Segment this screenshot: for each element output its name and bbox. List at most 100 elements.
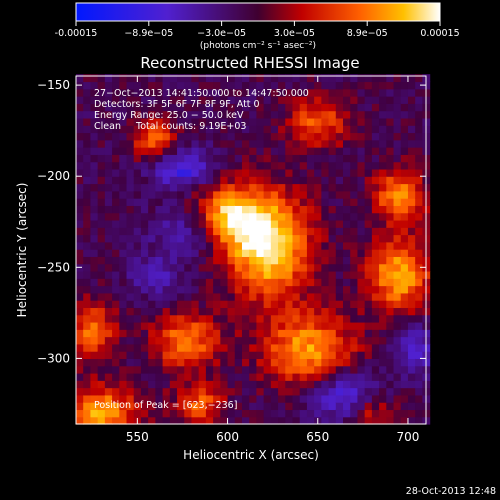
heatmap-cell [90,241,99,250]
heatmap-cell [415,88,423,97]
heatmap-cell [83,147,92,155]
heatmap-cell [205,387,214,396]
heatmap-cell [328,74,337,83]
heatmap-cell [227,190,236,199]
heatmap-cell [263,358,272,367]
heatmap-cell [184,256,193,265]
heatmap-cell [191,329,200,338]
heatmap-cell [177,183,185,192]
heatmap-cell [350,409,359,418]
heatmap-cell [321,154,330,163]
heatmap-cell [270,147,279,155]
heatmap-cell [169,270,178,279]
heatmap-cell [90,154,99,163]
heatmap-cell [357,249,366,257]
heatmap-cell [198,278,207,287]
heatmap-cell [148,96,156,104]
heatmap-cell [119,227,128,236]
heatmap-cell [306,219,315,228]
heatmap-cell [76,314,84,323]
heatmap-cell [343,139,351,148]
heatmap-cell [343,300,351,308]
heatmap-cell [148,205,156,214]
heatmap-cell [299,205,308,214]
heatmap-cell [263,351,272,360]
heatmap-cell [162,256,171,265]
heatmap-cell [314,212,322,221]
heatmap-cell [393,329,402,338]
heatmap-cell [371,212,380,221]
heatmap-cell [241,365,250,374]
heatmap-cell [270,292,279,301]
heatmap-cell [198,409,207,418]
heatmap-cell [314,270,322,279]
heatmap-cell [285,103,294,112]
heatmap-cell [350,103,359,112]
heatmap-cell [234,88,243,97]
heatmap-cell [306,263,315,272]
heatmap-cell [83,256,92,265]
heatmap-cell [83,402,92,411]
heatmap-cell [169,139,178,148]
heatmap-cell [256,278,265,287]
heatmap-cell [299,249,308,257]
heatmap-cell [350,183,359,192]
heatmap-cell [112,205,120,214]
heatmap-cell [350,270,359,279]
heatmap-cell [400,234,409,243]
heatmap-cell [292,387,301,396]
heatmap-cell [278,96,286,104]
heatmap-cell [285,147,294,155]
heatmap-cell [278,176,286,185]
heatmap-cell [83,314,92,323]
heatmap-cell [191,285,200,294]
heatmap-cell [292,147,301,155]
heatmap-cell [357,147,366,155]
heatmap-cell [357,329,366,338]
heatmap-cell [104,292,113,301]
heatmap-cell [270,168,279,177]
heatmap-cell [328,343,337,352]
heatmap-cell [126,249,135,257]
heatmap-cell [400,285,409,294]
heatmap-cell [314,314,322,323]
heatmap-cell [155,168,164,177]
heatmap-cell [140,168,149,177]
heatmap-cell [335,176,344,185]
heatmap-cell [213,139,221,148]
heatmap-cell [270,278,279,287]
heatmap-cell [140,263,149,272]
heatmap-cell [162,285,171,294]
heatmap-cell [198,219,207,228]
heatmap-cell [148,372,156,381]
heatmap-cell [393,314,402,323]
heatmap-cell [241,176,250,185]
heatmap-cell [177,329,185,338]
heatmap-cell [213,219,221,228]
heatmap-cell [126,74,135,83]
heatmap-cell [343,88,351,97]
heatmap-cell [169,81,178,90]
heatmap-cell [415,103,423,112]
heatmap-cell [155,270,164,279]
heatmap-cell [256,74,265,83]
heatmap-cell [263,416,272,425]
heatmap-cell [393,256,402,265]
heatmap-cell [76,168,84,177]
heatmap-cell [335,351,344,360]
heatmap-cell [299,278,308,287]
heatmap-cell [278,314,286,323]
heatmap-cell [148,81,156,90]
heatmap-cell [393,110,402,119]
heatmap-cell [76,74,84,83]
heatmap-cell [285,88,294,97]
heatmap-cell [263,168,272,177]
heatmap-cell [140,132,149,141]
heatmap-cell [126,394,135,403]
heatmap-cell [407,241,416,250]
heatmap-cell [227,307,236,316]
heatmap-cell [140,285,149,294]
heatmap-cell [256,358,265,367]
heatmap-cell [314,249,322,257]
heatmap-cell [112,351,120,360]
